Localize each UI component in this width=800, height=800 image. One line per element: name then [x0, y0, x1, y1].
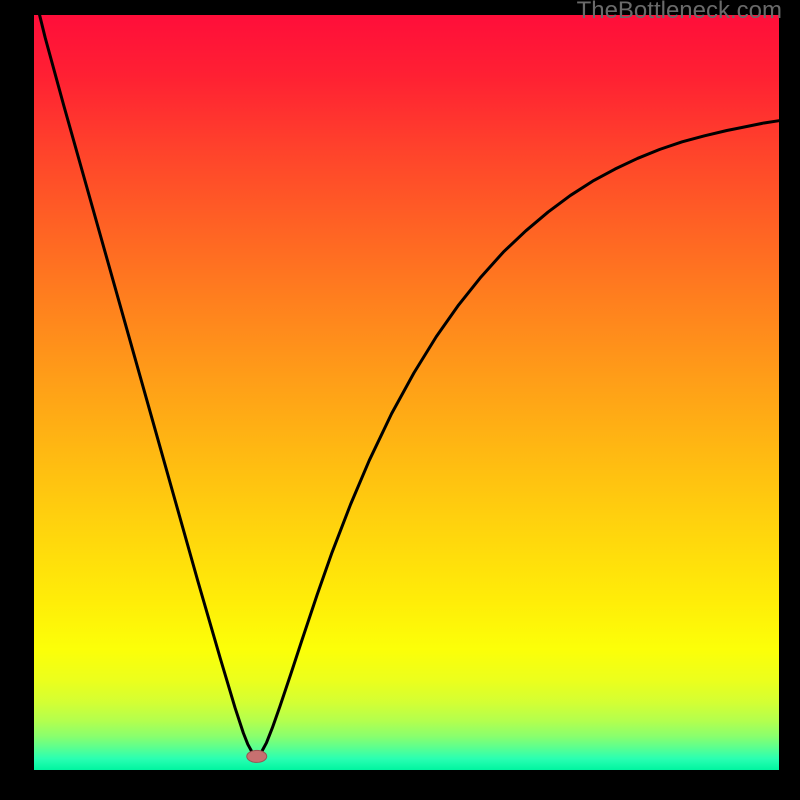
chart-canvas: TheBottleneck.com: [0, 0, 800, 800]
plot-area: [34, 15, 779, 770]
curve-layer: [34, 15, 779, 770]
bottleneck-curve: [34, 0, 779, 755]
watermark-text: TheBottleneck.com: [577, 0, 782, 25]
optimum-marker: [247, 750, 267, 762]
